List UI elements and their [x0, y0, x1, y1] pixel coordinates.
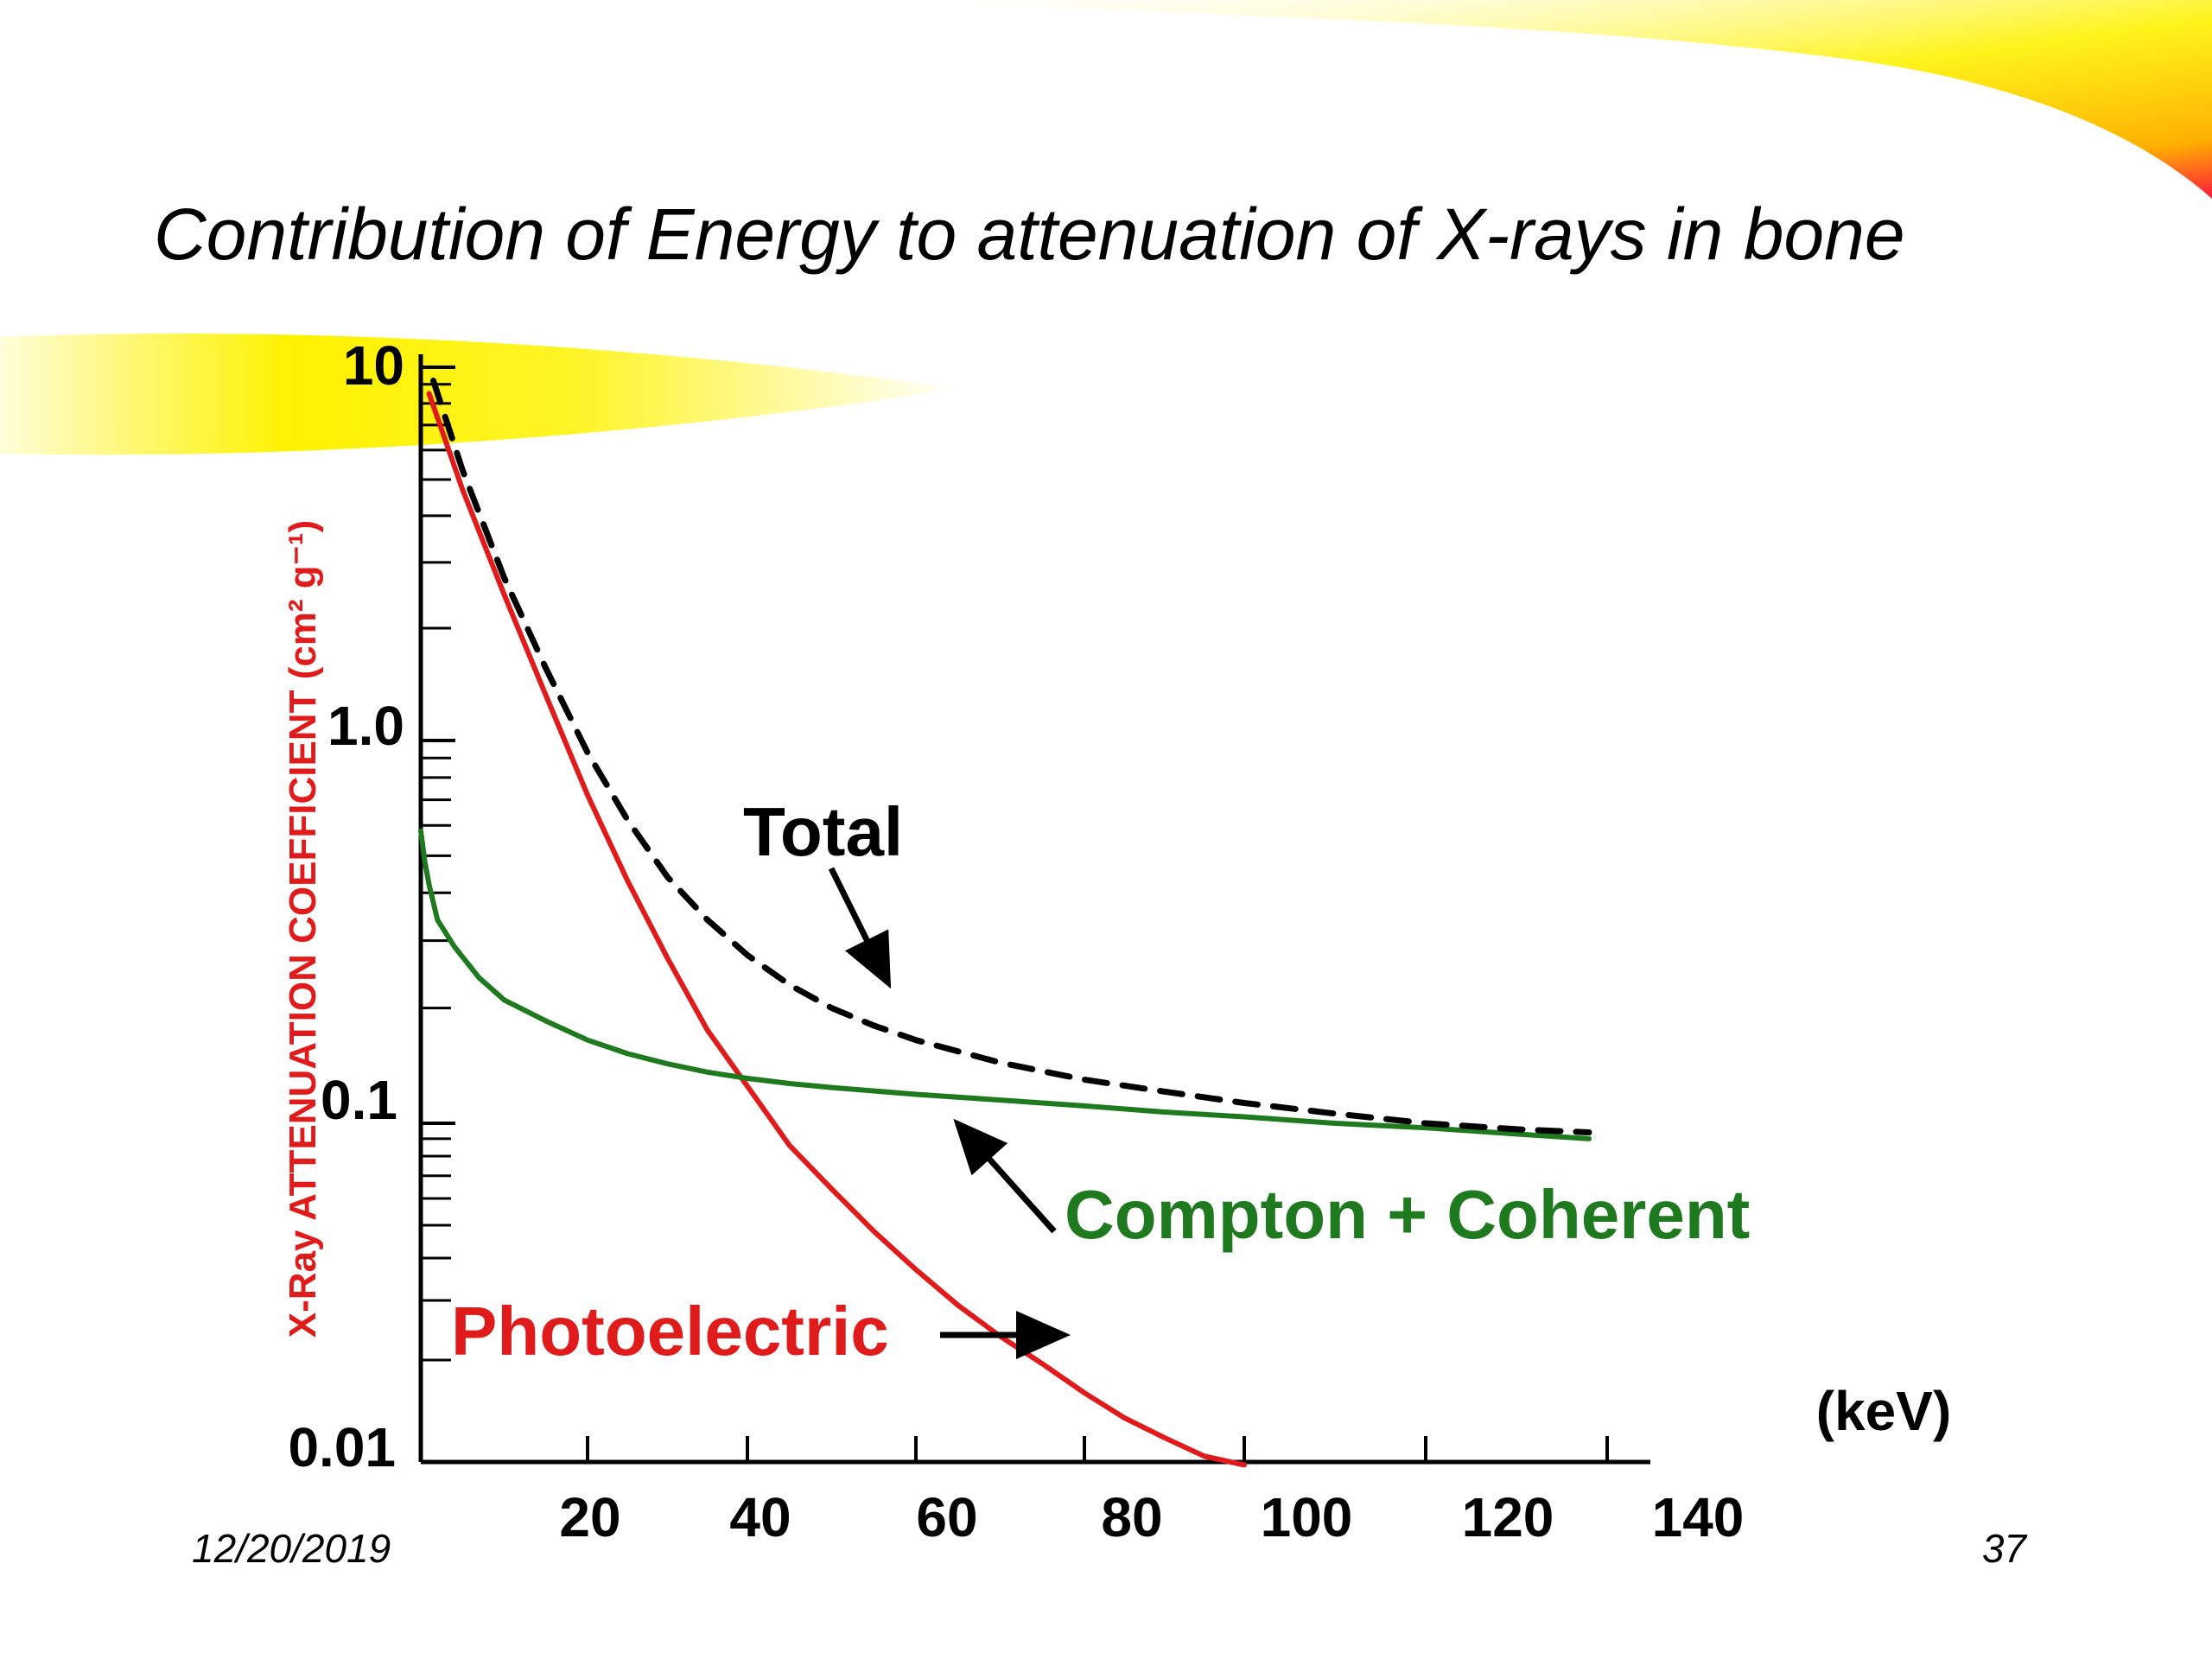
photoelectric-annotation: Photoelectric [451, 1293, 889, 1370]
series-total-line [430, 378, 1592, 1135]
axis-ticks [421, 365, 1609, 1464]
x-tick-label-40: 40 [729, 1486, 791, 1548]
y-axis-label: X-Ray ATTENUATION COEFFICIENT (cm² g⁻¹) [282, 520, 324, 1338]
compton-arrow [953, 1118, 1057, 1234]
x-tick-label-120: 120 [1462, 1486, 1554, 1548]
total-arrow [828, 867, 892, 989]
y-tick-label-1: 1.0 [327, 695, 404, 757]
x-tick-label-80: 80 [1101, 1486, 1162, 1548]
slide-title: Contribution of Energy to attenuation of… [154, 194, 1905, 275]
y-tick-label-10: 10 [343, 334, 404, 397]
compton-annotation: Compton + Coherent [1065, 1176, 1750, 1253]
series-compton-coherent-line [418, 828, 1592, 1141]
x-tick-label-140: 140 [1652, 1486, 1745, 1548]
total-annotation: Total [743, 793, 903, 870]
x-tick-label-60: 60 [916, 1486, 977, 1548]
x-tick-label-20: 20 [559, 1486, 620, 1548]
x-axis-label: (keV) [1816, 1380, 1952, 1442]
slide-date: 12/20/2019 [192, 1526, 391, 1571]
series-photoelectric-line [426, 391, 1247, 1468]
left-highlight-band [0, 334, 959, 455]
slide-page-number: 37 [1982, 1526, 2028, 1571]
chart: 10 1.0 0.1 0.01 20 40 60 80 100 120 140 … [282, 334, 1951, 1548]
top-right-swoosh [778, 0, 2212, 199]
y-tick-label-0-1: 0.1 [321, 1069, 397, 1131]
series-layer [418, 378, 1592, 1468]
x-tick-label-100: 100 [1261, 1486, 1353, 1548]
y-tick-label-0-01: 0.01 [288, 1416, 396, 1478]
